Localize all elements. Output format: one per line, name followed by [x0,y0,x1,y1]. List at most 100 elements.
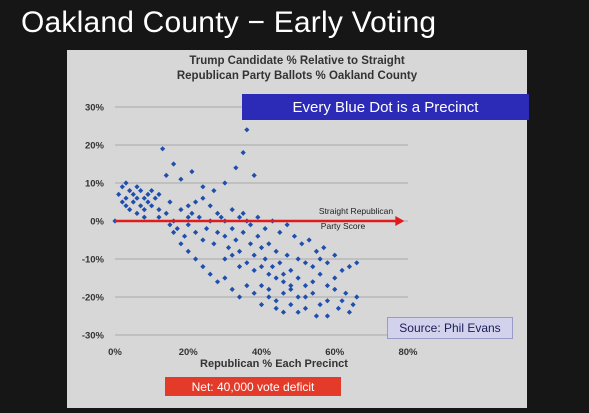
data-point [280,309,287,315]
scatter-plot: 30% 20% 10% 0% -10% -20% -30% 0% 20% 40% 60% 80% S… [82,103,418,371]
data-point [156,214,162,220]
data-point [178,241,184,247]
data-point [200,264,206,270]
y-tick-label: 30% [85,103,105,114]
data-point [346,309,352,315]
data-point [167,199,173,205]
x-tick-label: 20% [179,347,199,358]
data-point [273,275,279,281]
data-point [284,222,290,228]
data-point [339,298,345,304]
data-point [189,169,195,175]
data-point [299,241,305,247]
data-point [236,248,243,254]
data-point [236,294,243,300]
data-point [273,305,279,311]
chart-title-line-1: Trump Candidate % Relative to Straight [189,55,405,67]
data-point [332,275,338,281]
data-point [163,172,169,178]
data-point [222,180,228,186]
data-point [332,286,338,292]
x-tick-label: 60% [325,347,345,358]
data-point [119,199,125,205]
reference-line-label-1: Straight Republican [319,206,393,216]
data-point [203,226,210,232]
data-point [288,286,294,292]
data-point [313,313,320,319]
data-point [152,195,158,201]
reference-line-label-2: Party Score [321,221,366,231]
data-point [145,191,151,197]
data-point [211,241,217,247]
data-point [222,275,228,281]
data-point [185,214,191,220]
data-point [310,264,316,270]
data-point [222,233,228,239]
data-point [280,279,287,285]
data-point [321,245,327,251]
data-point [171,229,177,235]
data-point [269,264,276,270]
y-tick-label: 20% [85,141,105,152]
data-point [192,229,199,235]
data-point [222,256,228,262]
data-point [295,275,301,281]
data-point [317,271,323,277]
data-point [280,271,287,277]
data-point [240,210,246,216]
y-tick-label: 10% [85,179,105,190]
data-point [354,294,360,300]
data-point [178,207,184,213]
data-point [251,252,257,258]
data-point [324,298,331,304]
data-point [149,188,155,194]
data-point [185,222,191,228]
data-point [255,214,261,220]
y-tick-label: -30% [82,331,105,342]
data-point [200,237,206,243]
data-point [262,256,268,262]
data-point [171,161,177,167]
data-point [160,146,166,152]
data-point [302,283,309,289]
y-tick-label: 0% [90,217,104,228]
data-point [262,226,268,232]
data-point [266,286,272,292]
data-point [313,248,320,254]
data-point [251,267,257,273]
data-point [302,305,309,311]
data-point [277,260,283,266]
data-point [134,184,140,190]
data-point [324,313,331,319]
data-point [266,271,272,277]
data-point [127,188,133,194]
data-point [229,286,235,292]
data-point [273,298,279,304]
data-point [211,188,217,194]
data-point [295,309,301,315]
data-point [167,222,173,228]
data-point [200,184,206,190]
chart-panel: Trump Candidate % Relative to Straight R… [67,50,529,408]
x-axis-label: Republican % Each Precinct [200,358,348,370]
data-point [244,260,250,266]
x-tick-label: 0% [108,347,122,358]
x-tick-label: 80% [398,347,418,358]
data-point [247,222,254,228]
data-point [174,226,180,232]
data-point [119,184,125,190]
data-point [163,210,169,216]
reference-line-group: Straight Republican Party Score [115,206,405,231]
data-point [207,271,213,277]
data-point [185,248,191,254]
data-point [324,260,331,266]
data-point [306,237,312,243]
data-point [127,207,133,213]
data-point [233,237,239,243]
data-point [335,305,342,311]
data-point [310,290,316,296]
data-point [251,172,257,178]
data-point [214,279,221,285]
data-point [192,199,199,205]
data-point [277,229,283,235]
